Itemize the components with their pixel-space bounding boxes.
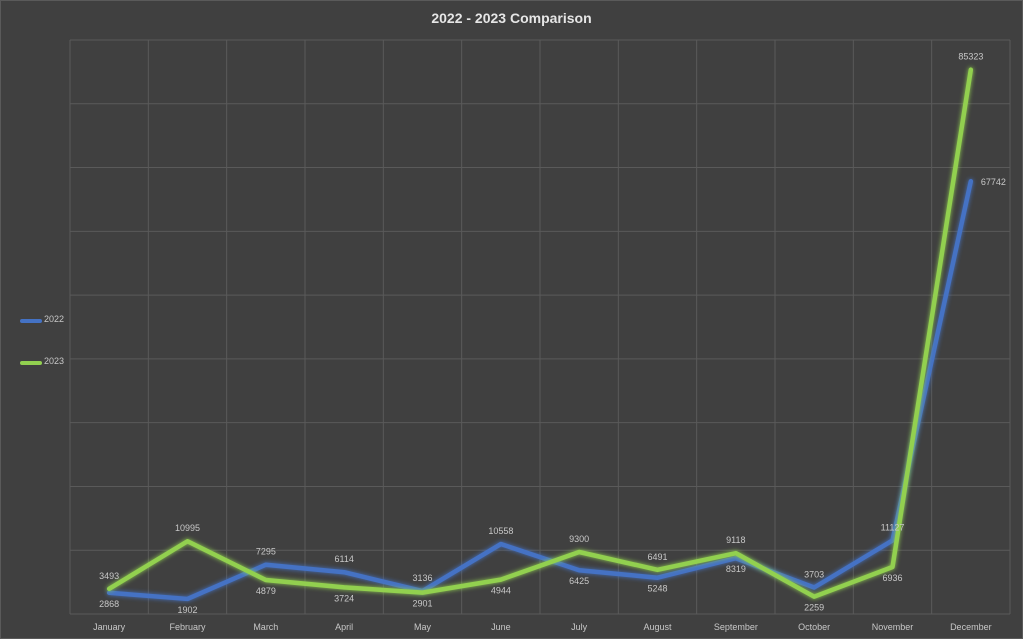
data-point-2022 (499, 542, 503, 546)
x-tick-label: February (169, 622, 206, 632)
data-label-2023: 9300 (569, 534, 589, 544)
chart-title: 2022 - 2023 Comparison (431, 10, 592, 26)
legend-label-2023: 2023 (44, 356, 65, 366)
data-point-2022 (107, 591, 111, 595)
data-label-2022: 2868 (99, 599, 119, 609)
data-point-2023 (186, 539, 189, 543)
data-labels: 2868 3493 1902 10995 7295 4879 6114 3724 3136 290… (99, 52, 1006, 615)
data-label-2022: 8319 (726, 564, 746, 574)
legend-item-2022: 2022 (20, 313, 80, 329)
data-point-2023 (734, 551, 738, 555)
x-tick-label: July (571, 622, 588, 632)
data-label-2022: 7295 (256, 547, 276, 557)
legend-item-2023: 2023 (20, 355, 80, 371)
data-point-2023 (499, 578, 503, 582)
data-label-2023: 6491 (647, 552, 667, 562)
data-point-2022 (734, 556, 738, 560)
x-tick-label: March (253, 622, 278, 632)
legend-label-2022: 2022 (44, 314, 65, 324)
gridlines (69, 39, 1011, 615)
data-point-2023 (577, 550, 581, 554)
data-point-2022 (264, 563, 268, 567)
data-label-2023: 10995 (175, 523, 200, 533)
data-label-2023: 2259 (804, 603, 824, 613)
legend-swatch-2022 (20, 319, 42, 323)
x-tick-label: October (798, 622, 830, 632)
data-point-2023 (107, 587, 111, 591)
data-label-2023: 4944 (491, 586, 511, 596)
data-label-2023: 4879 (256, 586, 276, 596)
data-label-2022: 3703 (804, 570, 824, 580)
x-tick-label: September (714, 622, 758, 632)
data-point-2022 (891, 538, 894, 542)
data-label-2023: 6936 (882, 573, 902, 583)
data-point-2023 (264, 578, 268, 582)
data-label-2022: 6114 (334, 554, 353, 564)
data-point-2022 (812, 586, 816, 590)
data-point-2023 (891, 565, 894, 569)
data-label-2022: 6425 (569, 576, 589, 586)
data-label-2022: 5248 (647, 584, 667, 594)
legend-swatch-2023 (20, 361, 42, 365)
data-label-2022: 1902 (177, 605, 197, 615)
data-point-2022 (969, 179, 973, 183)
data-label-2023: 85323 (958, 52, 983, 62)
data-label-2023: 3724 (334, 593, 354, 603)
series-lines (106, 67, 974, 602)
x-tick-label: November (872, 622, 914, 632)
x-tick-label: August (643, 622, 672, 632)
data-point-2022 (342, 570, 346, 574)
data-label-2023: 9118 (726, 535, 745, 545)
series-line-2023 (106, 67, 974, 599)
data-label-2022: 67742 (981, 177, 1006, 187)
data-point-2023 (812, 595, 816, 599)
x-tick-label: June (491, 622, 511, 632)
x-tick-label: May (414, 622, 432, 632)
data-point-2023 (656, 568, 659, 572)
x-tick-label: December (950, 622, 992, 632)
data-point-2022 (577, 568, 581, 572)
data-label-2022: 10558 (488, 526, 513, 536)
x-axis-tick-labels: January February March April May June July Augu… (93, 622, 991, 632)
data-point-2023 (969, 68, 973, 72)
data-label-2023: 3493 (99, 571, 119, 581)
x-tick-label: January (93, 622, 126, 632)
data-label-2022: 3136 (412, 573, 432, 583)
data-point-2022 (186, 597, 189, 601)
data-point-2023 (421, 591, 424, 595)
series-line-2022 (106, 178, 974, 602)
data-label-2023: 2901 (412, 599, 432, 609)
data-point-2023 (342, 585, 346, 589)
data-label-2022: 11127 (881, 522, 905, 532)
x-tick-label: April (335, 622, 353, 632)
data-point-2022 (656, 576, 659, 580)
